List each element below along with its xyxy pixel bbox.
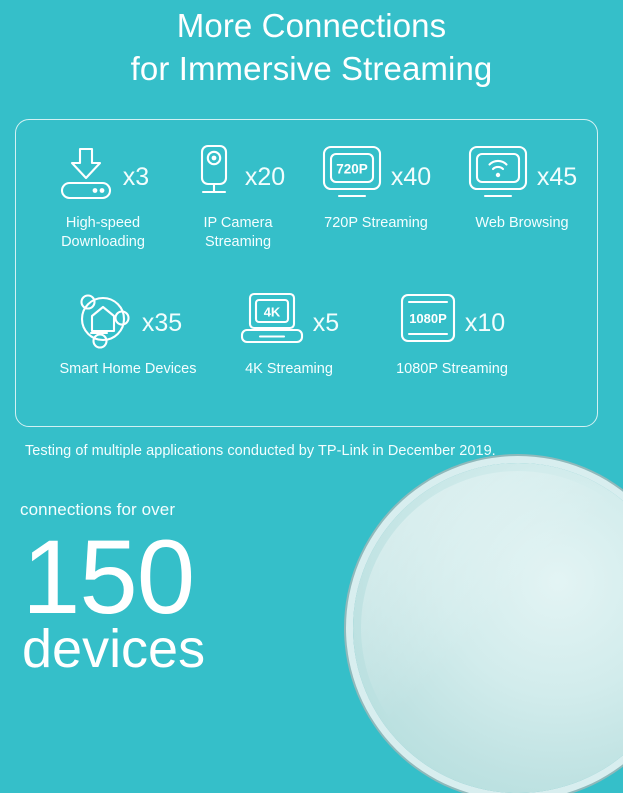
- headline-line-2: for Immersive Streaming: [130, 50, 493, 87]
- app-label: Web Browsing: [475, 215, 569, 231]
- wifi-icon: [488, 159, 508, 178]
- multiplier-value: x10: [464, 308, 506, 337]
- app-label: 720P Streaming: [324, 215, 428, 231]
- app-item-4k-streaming: 4K x5 4K Streaming: [219, 287, 359, 379]
- app-item-720p-streaming: 720P x40 720P Streaming: [298, 141, 454, 233]
- multiplier-value: x35: [141, 308, 183, 337]
- app-label: 1080P Streaming: [396, 361, 508, 377]
- app-label: Smart Home Devices: [59, 361, 197, 377]
- stat-unit: devices: [22, 619, 206, 679]
- app-label: 4K Streaming: [245, 361, 333, 377]
- headline-line-1: More Connections: [176, 7, 447, 44]
- ip-camera-icon: [191, 143, 237, 203]
- app-item-1080p-streaming: 1080P x10 1080P Streaming: [364, 287, 540, 379]
- laptop-4k-icon: 4K: [239, 292, 305, 346]
- router-product-image: [353, 463, 623, 793]
- multiplier-value: x3: [122, 162, 150, 191]
- stat-caption: connections for over: [20, 500, 176, 519]
- smart-home-icon: [74, 288, 134, 350]
- multiplier-value: x45: [536, 162, 578, 191]
- device-count-stat: connections for over 150 devices: [20, 500, 205, 676]
- screen-label: 720P: [336, 162, 368, 177]
- applications-panel: x3 High-speed Downloading x20 IP Camer: [15, 119, 598, 427]
- app-item-smart-home-devices: x35 Smart Home Devices: [38, 287, 218, 379]
- screen-label: 4K: [263, 305, 280, 320]
- app-item-web-browsing: x45 Web Browsing: [448, 141, 596, 233]
- app-label: IP Camera Streaming: [203, 215, 273, 250]
- tablet-1080p-icon: 1080P: [399, 293, 457, 345]
- multiplier-value: x40: [390, 162, 432, 191]
- screen-label: 1080P: [409, 311, 447, 326]
- app-item-ip-camera-streaming: x20 IP Camera Streaming: [168, 141, 308, 252]
- page-title: More Connections for Immersive Streaming: [0, 0, 623, 90]
- monitor-wifi-icon: [467, 144, 529, 202]
- multiplier-value: x20: [244, 162, 286, 191]
- app-item-high-speed-downloading: x3 High-speed Downloading: [29, 141, 177, 252]
- app-label: High-speed Downloading: [61, 215, 145, 250]
- stat-number: 150: [22, 519, 195, 636]
- multiplier-value: x5: [312, 308, 340, 337]
- download-device-icon: [57, 144, 115, 202]
- footnote-text: Testing of multiple applications conduct…: [25, 443, 496, 459]
- monitor-720p-icon: 720P: [321, 144, 383, 202]
